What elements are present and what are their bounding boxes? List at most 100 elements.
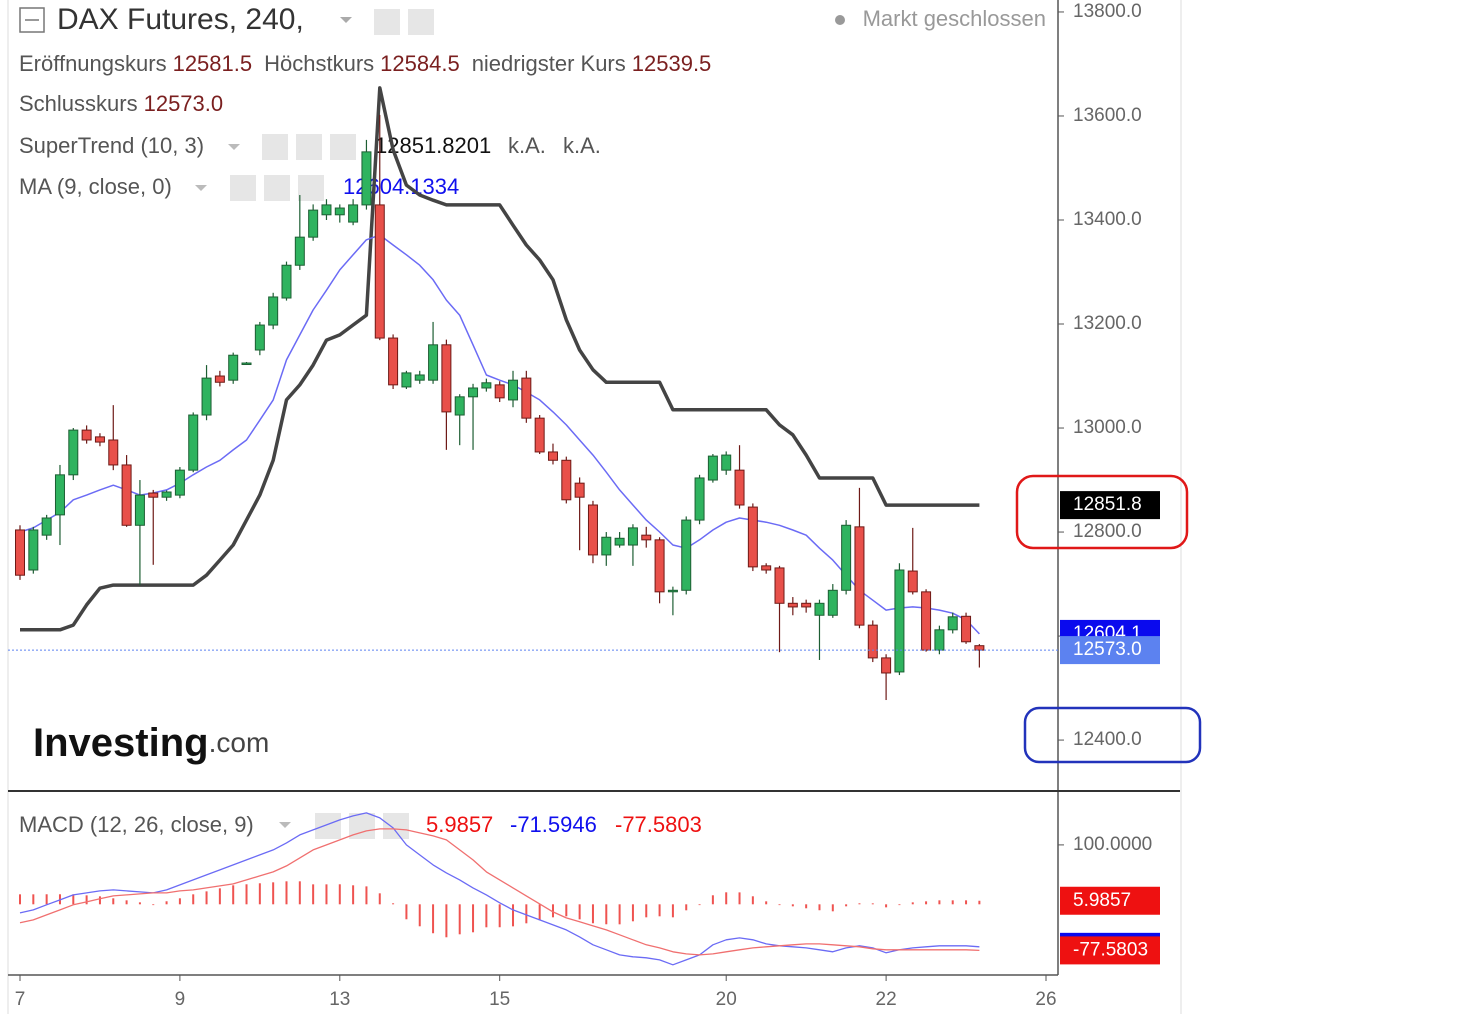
x-tick-label: 7 <box>15 989 26 1010</box>
candle-body <box>508 379 519 401</box>
y-tick-label: 13200.0 <box>1073 313 1142 334</box>
histogram-bar <box>538 904 541 921</box>
candle-body <box>361 151 372 206</box>
candle-body <box>161 491 172 498</box>
candle-body <box>401 372 412 388</box>
close-icon[interactable] <box>298 175 324 201</box>
candle-body <box>81 429 92 441</box>
market-status: Markt geschlossen <box>863 6 1046 31</box>
histogram-bar <box>738 892 741 905</box>
price-tag-label: 12573.0 <box>1073 639 1142 660</box>
y-tick-label: 12800.0 <box>1073 521 1142 542</box>
gear-icon[interactable] <box>296 134 322 160</box>
histogram-bar <box>565 904 568 917</box>
histogram-bar <box>338 884 341 905</box>
gear-icon[interactable] <box>264 175 290 201</box>
histogram-bar <box>165 901 168 905</box>
legend-value: 12539.5 <box>632 51 712 76</box>
line <box>19 812 980 966</box>
candle-body <box>348 204 359 223</box>
histogram-bar <box>218 888 221 905</box>
candle-body <box>428 344 439 381</box>
candle-body <box>521 377 532 419</box>
candle-body <box>854 526 865 626</box>
histogram-bar <box>378 893 381 905</box>
histogram-bar <box>965 900 968 905</box>
histogram-bar <box>485 904 488 928</box>
candle-body <box>68 429 79 476</box>
candle-body <box>201 377 212 416</box>
legend-value: 12584.5 <box>380 51 460 76</box>
histogram-bar <box>152 904 155 906</box>
histogram-bar <box>418 904 421 927</box>
histogram-bar <box>631 904 634 922</box>
dropdown-caret[interactable] <box>228 144 240 150</box>
candle-body <box>961 615 972 643</box>
eye-icon[interactable] <box>315 813 341 839</box>
histogram-bar <box>725 892 728 905</box>
watermark-word: Investing <box>33 721 209 765</box>
histogram-bar <box>365 886 368 905</box>
dropdown-caret[interactable] <box>279 822 291 828</box>
candle-body <box>468 387 479 398</box>
histogram-bar <box>698 904 701 906</box>
candle-body <box>414 374 425 381</box>
candle-body <box>841 524 852 591</box>
candle-body <box>654 539 665 593</box>
histogram-bar <box>298 881 301 905</box>
candle-body <box>388 337 399 386</box>
candle-body <box>308 209 319 238</box>
price-tag-label: 5.9857 <box>1073 890 1131 911</box>
histogram-bar <box>498 904 501 928</box>
candle-body <box>747 506 758 568</box>
dropdown-caret[interactable] <box>195 185 207 191</box>
histogram-bar <box>272 882 275 905</box>
line <box>19 828 980 956</box>
histogram-bar <box>951 900 954 905</box>
histogram-bar <box>285 881 288 905</box>
y-tick-label: 12400.0 <box>1073 729 1142 750</box>
histogram-bar <box>578 904 581 920</box>
eye-icon[interactable] <box>262 134 288 160</box>
histogram-bar <box>658 904 661 917</box>
legend-label: Höchstkurs <box>264 51 374 76</box>
x-tick-label: 26 <box>1035 989 1056 1010</box>
candle-body <box>601 536 612 556</box>
histogram-bar <box>512 904 515 927</box>
candle-body <box>174 469 185 496</box>
candle-body <box>934 629 945 651</box>
candle-body <box>494 384 505 399</box>
histogram-bar <box>138 902 141 905</box>
histogram-bar <box>765 901 768 905</box>
candle-body <box>721 454 732 471</box>
candle-body <box>188 414 199 471</box>
histogram-bar <box>445 904 448 938</box>
candle-body <box>148 492 159 498</box>
close-icon[interactable] <box>383 813 409 839</box>
indicator-value: k.A. <box>563 133 601 158</box>
eye-icon[interactable] <box>230 175 256 201</box>
candle-body <box>547 451 558 461</box>
status-dot <box>835 15 845 25</box>
candle-body <box>281 264 292 299</box>
histogram-bar <box>591 904 594 924</box>
close-icon[interactable] <box>330 134 356 160</box>
histogram-bar <box>871 903 874 905</box>
candle-body <box>627 527 638 546</box>
candle-body <box>681 519 692 591</box>
collapse-icon[interactable] <box>19 7 45 33</box>
eye-icon[interactable] <box>374 9 400 35</box>
candle-body <box>441 344 452 413</box>
candle-body <box>134 494 145 526</box>
histogram-bar <box>805 904 808 909</box>
x-tick-label: 22 <box>876 989 897 1010</box>
price-tag-label: -77.5803 <box>1073 939 1148 960</box>
macd-name: MACD (12, 26, close, 9) <box>19 812 254 837</box>
indicator-name: MA (9, close, 0) <box>19 174 172 199</box>
dropdown-caret[interactable] <box>340 17 352 23</box>
gear-icon[interactable] <box>408 9 434 35</box>
candle-body <box>228 354 239 381</box>
histogram-bar <box>791 904 794 907</box>
